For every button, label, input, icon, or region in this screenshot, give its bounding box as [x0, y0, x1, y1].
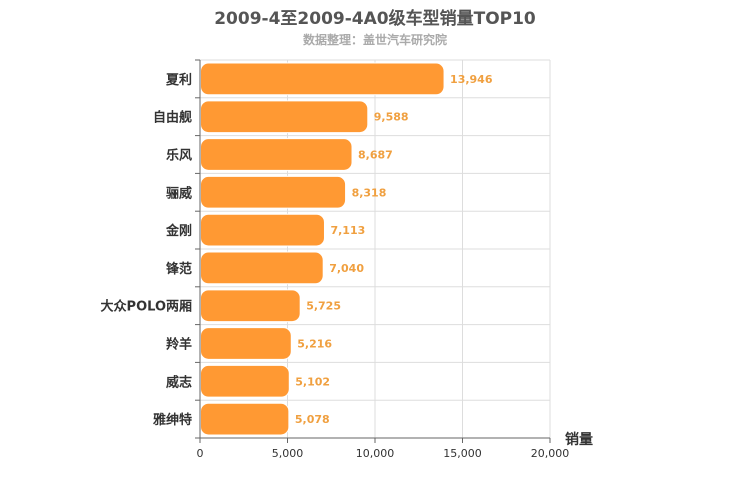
category-label: 大众POLO两厢 [101, 299, 192, 315]
x-tick-label: 15,000 [443, 447, 482, 460]
value-label: 7,113 [330, 224, 365, 237]
value-label: 5,216 [297, 338, 332, 351]
x-axis-label: 销量 [565, 431, 593, 448]
value-label: 8,687 [358, 149, 393, 162]
bar [200, 175, 347, 209]
value-label: 8,318 [352, 186, 387, 199]
category-label: 自由舰 [153, 110, 192, 126]
chart-subtitle: 数据整理：盖世汽车研究院 [302, 33, 447, 47]
category-label: 骊威 [166, 185, 192, 201]
bar [200, 100, 369, 134]
chart-title: 2009-4至2009-4A0级车型销量TOP10 [214, 9, 536, 29]
x-tick-label: 0 [197, 447, 204, 460]
category-label: 锋范 [166, 261, 192, 277]
value-label: 5,725 [306, 300, 341, 313]
bar [200, 138, 353, 171]
bar [200, 364, 290, 398]
category-label: 雅绅特 [153, 412, 192, 428]
bar [200, 251, 324, 285]
x-tick-label: 10,000 [356, 447, 395, 460]
bars-layer: 13,946 9,588 8,687 8,318 7,113 7,040 5,725 5,21… [200, 62, 493, 436]
x-tick-label: 5,000 [272, 447, 304, 460]
value-label: 7,040 [329, 262, 364, 275]
bar [200, 62, 445, 96]
value-label: 13,946 [450, 73, 493, 86]
category-label: 金刚 [165, 223, 192, 239]
value-label: 5,078 [295, 413, 330, 426]
category-label: 威志 [166, 374, 192, 390]
category-label: 羚羊 [166, 337, 192, 353]
x-tick-label: 20,000 [531, 447, 570, 460]
value-label: 9,588 [374, 111, 409, 124]
category-label: 乐风 [166, 148, 192, 164]
category-label: 夏利 [165, 72, 192, 88]
bar [200, 213, 325, 247]
bar [200, 289, 301, 323]
bar [200, 402, 290, 436]
value-label: 5,102 [295, 375, 330, 388]
bar [200, 327, 292, 360]
